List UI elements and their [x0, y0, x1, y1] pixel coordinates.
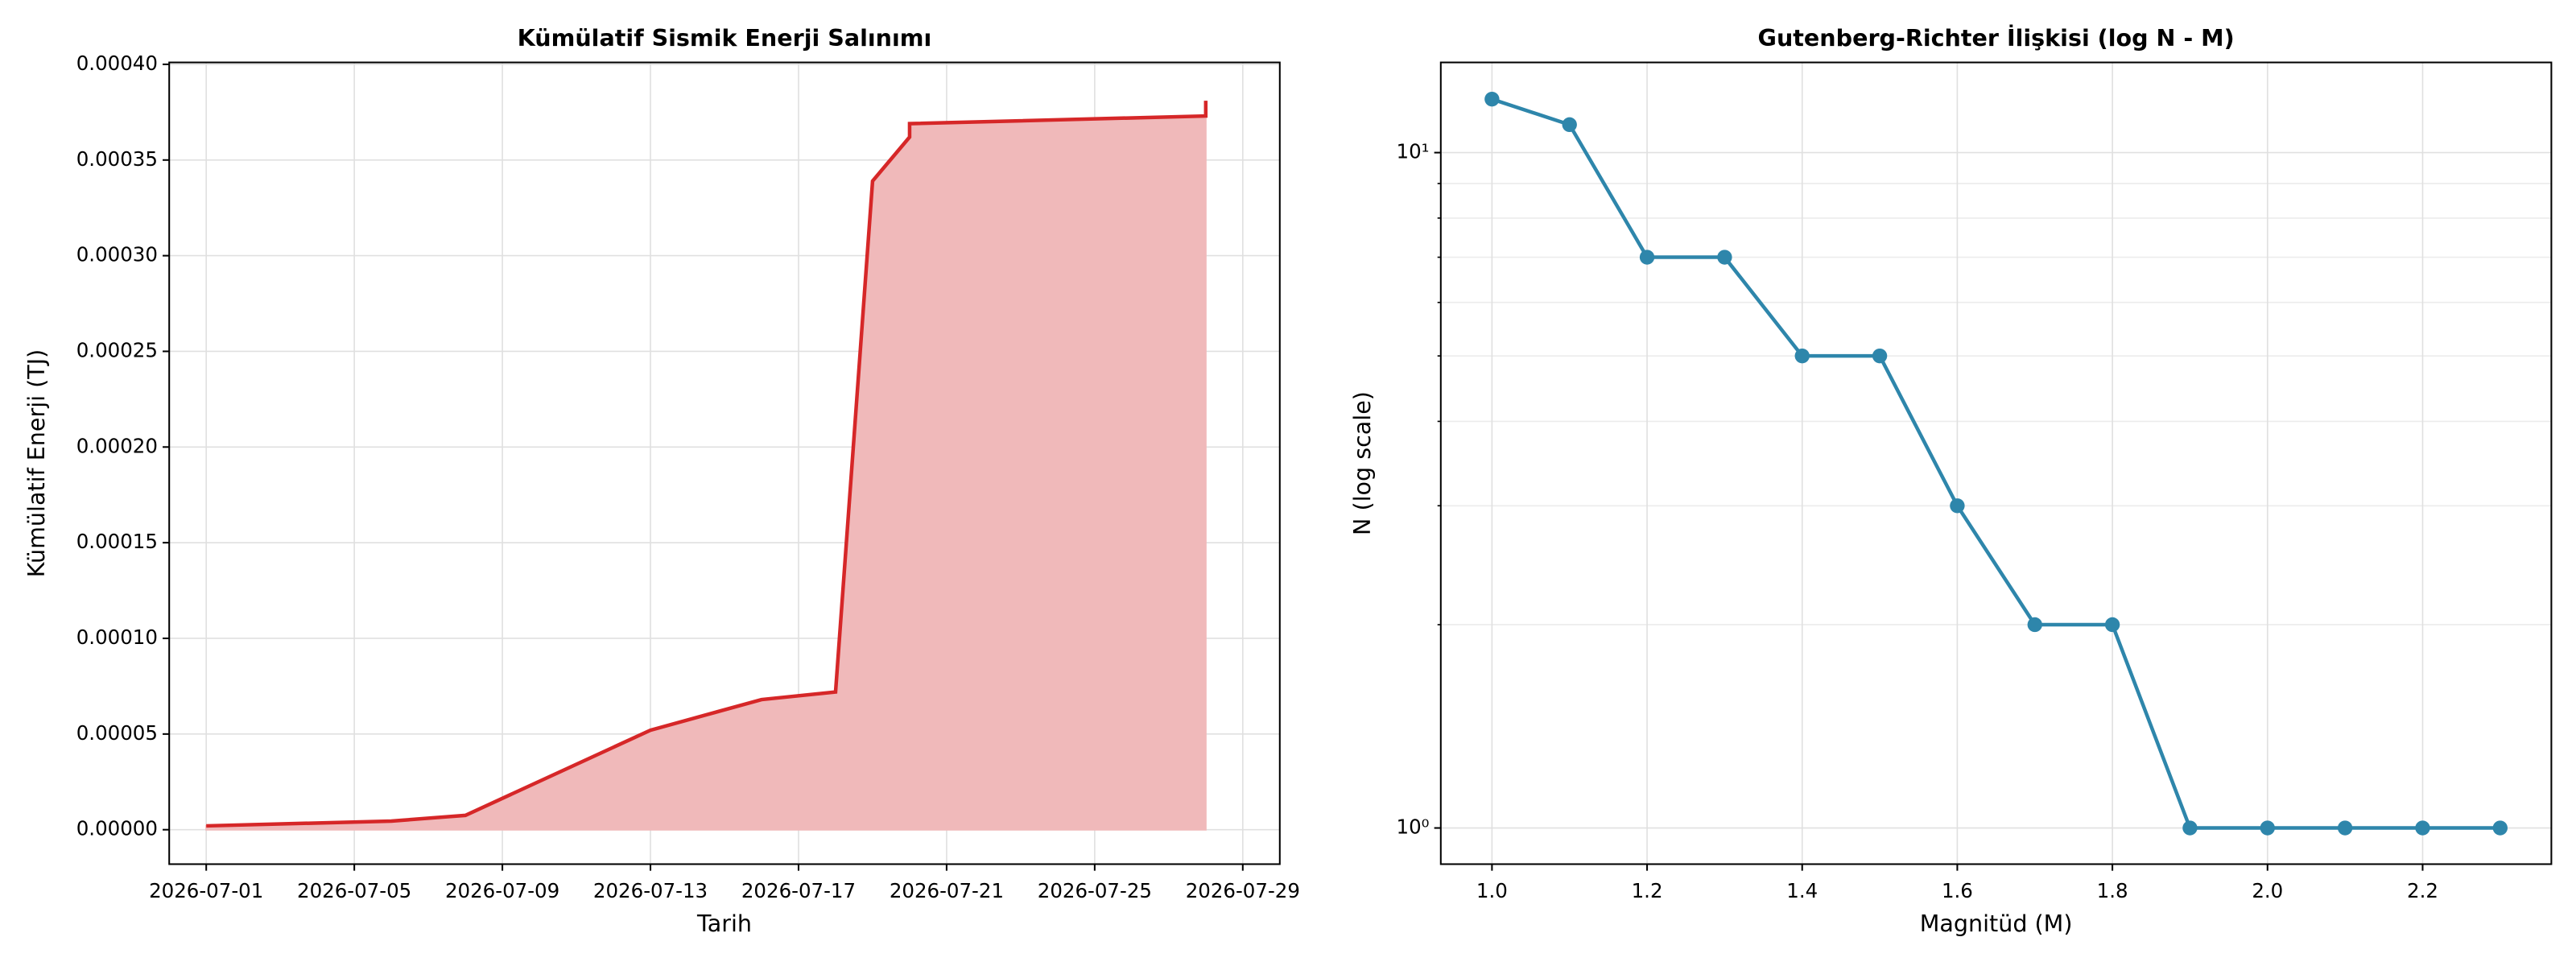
chart-title: Kümülatif Sismik Enerji Salınımı [518, 24, 932, 52]
x-tick-label: 2026-07-17 [741, 879, 856, 902]
point [1950, 498, 1965, 514]
point [2182, 820, 2198, 836]
y-tick-label: 0.00030 [76, 243, 158, 266]
point [1562, 117, 1577, 133]
x-tick-label: 1.8 [2097, 879, 2128, 902]
x-tick-label: 2026-07-13 [593, 879, 708, 902]
y-tick-label: 10⁰ [1397, 815, 1430, 839]
y-tick-label: 0.00005 [76, 721, 158, 745]
point [2415, 820, 2430, 836]
x-tick-label: 2.0 [2252, 879, 2283, 902]
point [1484, 91, 1500, 107]
y-axis-label: N (log scale) [1348, 391, 1376, 535]
point [2492, 820, 2508, 836]
point [2027, 617, 2042, 633]
y-tick-label: 0.00015 [76, 530, 158, 553]
line [206, 101, 1208, 828]
x-tick-label: 1.2 [1632, 879, 1663, 902]
x-tick-label: 2026-07-29 [1186, 879, 1300, 902]
y-tick-label: 0.00000 [76, 817, 158, 840]
x-axis-label: Magnitüd (M) [1920, 910, 2073, 937]
point [2337, 820, 2353, 836]
x-tick-label: 2026-07-05 [297, 879, 411, 902]
y-tick-label: 0.00010 [76, 625, 158, 649]
x-axis-label: Tarih [696, 910, 752, 937]
point [1794, 348, 1810, 364]
y-tick-label: 10¹ [1397, 140, 1430, 163]
x-tick-label: 2026-07-01 [149, 879, 263, 902]
point [2260, 820, 2275, 836]
point [1717, 250, 1732, 265]
axes-frame [1439, 61, 2553, 865]
chart-title: Gutenberg-Richter İlişkisi (log N - M) [1758, 24, 2235, 52]
point [1872, 348, 1888, 364]
point [1639, 250, 1655, 265]
x-tick-label: 2.2 [2407, 879, 2438, 902]
line [1491, 97, 2500, 830]
y-tick-label: 0.00040 [76, 52, 158, 75]
x-tick-label: 2026-07-25 [1038, 879, 1152, 902]
axes-frame [168, 61, 1281, 865]
point [2104, 617, 2120, 633]
y-axis-label: Kümülatif Enerji (TJ) [23, 349, 50, 578]
x-tick-label: 2026-07-21 [890, 879, 1004, 902]
x-tick-label: 1.0 [1476, 879, 1508, 902]
x-tick-label: 1.4 [1786, 879, 1818, 902]
x-tick-label: 2026-07-09 [445, 879, 559, 902]
y-tick-label: 0.00025 [76, 338, 158, 361]
y-tick-label: 0.00035 [76, 147, 158, 171]
x-tick-label: 1.6 [1942, 879, 1973, 902]
y-tick-label: 0.00020 [76, 434, 158, 457]
